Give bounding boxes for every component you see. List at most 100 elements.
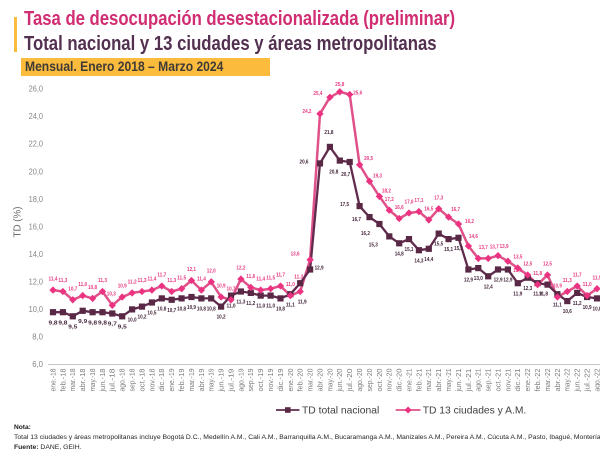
svg-text:9,5: 9,5 [68,324,77,330]
svg-text:sep.-18: sep.-18 [130,368,137,391]
svg-text:ene.-22: ene.-22 [525,368,532,391]
svg-text:nov.-20: nov.-20 [387,368,394,391]
svg-text:9,5: 9,5 [118,324,127,330]
svg-text:9,8: 9,8 [98,320,107,326]
svg-text:20,5: 20,5 [364,156,373,162]
svg-text:14,0: 14,0 [29,250,44,259]
svg-text:16,7: 16,7 [451,207,460,213]
svg-text:9,9: 9,9 [78,319,87,325]
svg-text:oct.-18: oct.-18 [139,368,146,391]
svg-text:abr.-20: abr.-20 [317,368,324,391]
svg-text:10,2: 10,2 [217,315,226,321]
svg-text:may.-18: may.-18 [90,368,97,391]
svg-text:14,4: 14,4 [424,257,433,263]
svg-text:ene.-18: ene.-18 [50,368,57,391]
svg-text:ago.-22: ago.-22 [594,368,600,391]
svg-text:12,1: 12,1 [187,267,196,273]
svg-text:abr.-18: abr.-18 [80,368,87,391]
svg-text:21,8: 21,8 [324,130,333,136]
svg-text:12,0: 12,0 [29,277,44,286]
svg-text:ago.-20: ago.-20 [357,368,364,391]
svg-text:10,8: 10,8 [276,307,285,313]
svg-text:17,1: 17,1 [414,198,423,204]
svg-text:may.-21: may.-21 [446,368,453,391]
svg-text:oct.-20: oct.-20 [377,368,384,391]
svg-text:20,0: 20,0 [29,167,44,176]
svg-text:11,3: 11,3 [58,278,67,284]
svg-text:17,5: 17,5 [340,202,349,208]
svg-text:11,2: 11,2 [128,280,137,286]
svg-text:10,9: 10,9 [553,284,562,290]
svg-text:11,4: 11,4 [49,277,58,283]
svg-text:jul.-19: jul.-19 [228,368,235,392]
svg-text:10,9: 10,9 [217,284,226,290]
svg-text:10,9: 10,9 [118,284,127,290]
svg-text:mar.-18: mar.-18 [70,368,77,391]
svg-text:jul.-18: jul.-18 [110,368,117,392]
svg-text:11,4: 11,4 [147,277,156,283]
svg-text:11,6: 11,6 [246,274,255,280]
svg-text:jun.-19: jun.-19 [219,368,226,392]
svg-text:10,9: 10,9 [187,305,196,311]
svg-text:dic.-18: dic.-18 [159,368,166,391]
svg-text:13,5: 13,5 [513,254,522,260]
svg-text:9,8: 9,8 [58,320,67,326]
svg-text:11,1: 11,1 [286,302,295,308]
svg-text:15,5: 15,5 [434,242,443,248]
svg-text:dic.-19: dic.-19 [278,368,285,391]
svg-text:6,0: 6,0 [32,360,43,369]
svg-text:12,9: 12,9 [464,278,473,284]
svg-text:may.-20: may.-20 [327,368,334,391]
svg-text:12,5: 12,5 [523,262,532,268]
svg-text:11,0: 11,0 [227,304,236,310]
svg-text:nov.-21: nov.-21 [505,368,512,391]
svg-text:11,0: 11,0 [286,282,295,288]
svg-text:16,6: 16,6 [395,205,404,211]
svg-text:20,8: 20,8 [329,170,338,176]
svg-text:ago.-18: ago.-18 [120,368,127,391]
svg-text:8,0: 8,0 [32,333,43,342]
svg-text:jul.-20: jul.-20 [347,368,354,392]
svg-text:10,7: 10,7 [167,308,176,314]
svg-text:11,2: 11,2 [246,301,255,307]
svg-text:jun.-21: jun.-21 [456,368,463,392]
svg-text:11,5: 11,5 [177,275,186,281]
svg-text:20,6: 20,6 [300,160,309,166]
svg-text:11,3: 11,3 [138,278,147,284]
svg-text:19,3: 19,3 [373,173,382,179]
svg-text:25,6: 25,6 [353,91,362,97]
svg-text:TD (%): TD (%) [13,207,24,238]
svg-text:abr.-21: abr.-21 [436,368,443,391]
svg-text:mar.-20: mar.-20 [308,368,315,391]
svg-text:10,3: 10,3 [107,291,116,297]
svg-text:11,7: 11,7 [157,273,166,279]
svg-text:abr.-19: abr.-19 [199,368,206,391]
svg-text:11,4: 11,4 [256,277,265,283]
svg-text:11,9: 11,9 [513,291,522,297]
svg-text:jul.-22: jul.-22 [585,368,592,392]
svg-text:12,9: 12,9 [494,278,503,284]
svg-text:9,8: 9,8 [88,320,97,326]
svg-text:may.-19: may.-19 [209,368,216,391]
svg-text:17,0: 17,0 [405,200,414,206]
svg-text:jun.-18: jun.-18 [100,368,107,392]
svg-text:dic.-21: dic.-21 [515,368,522,391]
svg-text:11,0: 11,0 [78,282,87,288]
svg-text:11,4: 11,4 [197,277,206,283]
svg-text:15,1: 15,1 [405,247,414,253]
svg-text:12,5: 12,5 [543,262,552,268]
svg-text:25,8: 25,8 [335,82,344,88]
svg-text:17,3: 17,3 [434,195,443,201]
svg-text:10,8: 10,8 [197,307,206,313]
svg-text:13,6: 13,6 [291,251,300,257]
svg-text:24,0: 24,0 [29,112,44,121]
svg-text:11,0: 11,0 [256,304,265,310]
svg-text:11,3: 11,3 [98,278,107,284]
svg-text:11,3: 11,3 [236,300,245,306]
svg-text:jun.-20: jun.-20 [337,368,344,392]
svg-text:11,8: 11,8 [539,292,548,298]
svg-text:13,0: 13,0 [474,276,483,282]
svg-text:13,9: 13,9 [500,244,509,250]
svg-text:nov.-19: nov.-19 [268,368,275,391]
svg-text:jun.-22: jun.-22 [575,368,582,392]
